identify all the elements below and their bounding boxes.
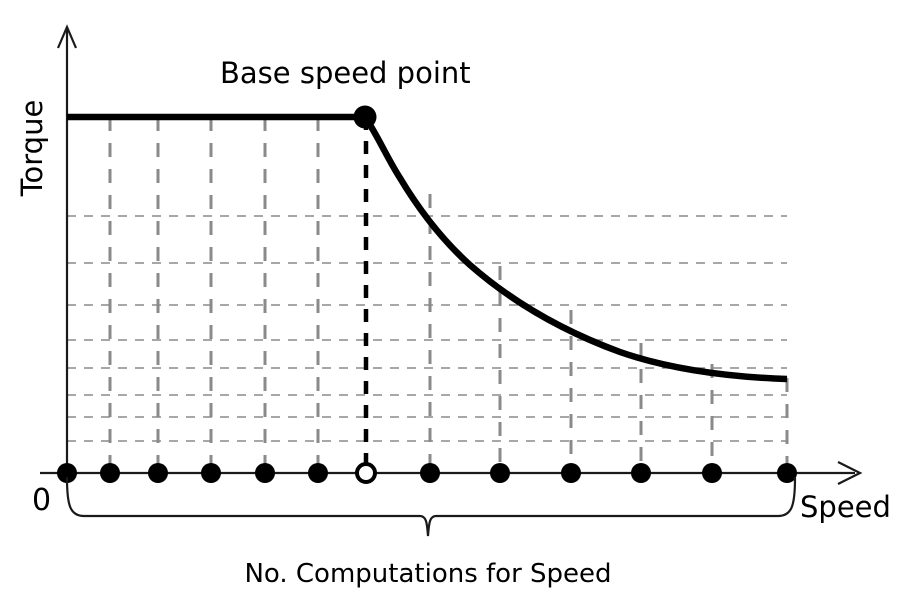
computation-point-marker xyxy=(631,463,651,483)
base-speed-point-open-marker xyxy=(355,462,377,484)
grid-layer xyxy=(67,117,789,473)
computation-point-marker xyxy=(148,463,168,483)
x-axis-markers xyxy=(57,462,797,484)
torque-speed-curve xyxy=(67,113,788,383)
base-speed-point-marker xyxy=(353,105,377,129)
computation-point-marker xyxy=(420,463,440,483)
computation-point-marker xyxy=(100,463,120,483)
computation-point-marker xyxy=(777,463,797,483)
constant-power-segment xyxy=(362,115,788,383)
base-speed-point-label: Base speed point xyxy=(220,56,471,90)
origin-label: 0 xyxy=(32,483,51,518)
computation-point-marker xyxy=(490,463,510,483)
computation-point-marker xyxy=(201,463,221,483)
computation-point-marker xyxy=(255,463,275,483)
vertical-gridlines xyxy=(108,117,789,473)
computation-point-marker xyxy=(57,463,77,483)
y-axis-title: Torque xyxy=(15,100,49,198)
computation-point-marker xyxy=(702,463,722,483)
axes-layer xyxy=(40,24,863,485)
computations-brace xyxy=(65,476,797,537)
horizontal-gridlines xyxy=(67,215,787,442)
x-axis-arrowhead xyxy=(837,461,863,485)
y-axis-arrowhead xyxy=(56,24,78,49)
computation-point-marker xyxy=(561,463,581,483)
x-axis-title: Speed xyxy=(800,490,891,524)
computations-brace-label: No. Computations for Speed xyxy=(244,559,611,589)
computation-point-marker xyxy=(308,463,328,483)
